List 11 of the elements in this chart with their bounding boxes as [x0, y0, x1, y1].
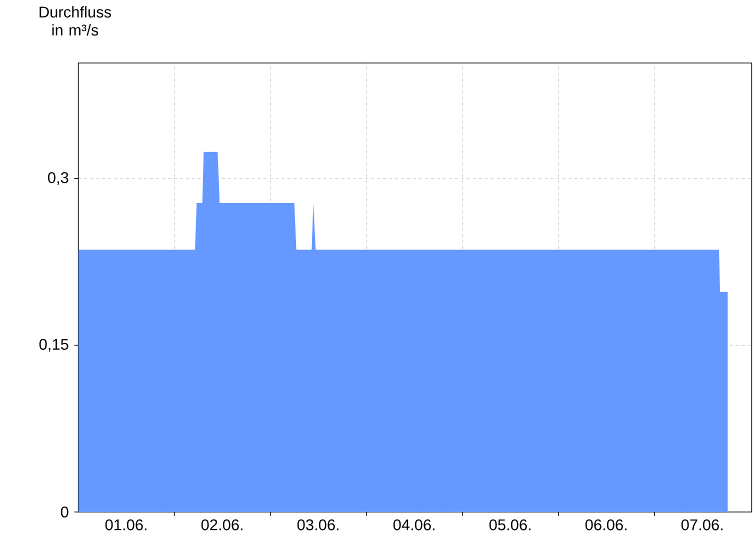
y-tick-label: 0,15 [39, 338, 68, 352]
x-tick-label: 04.06. [393, 519, 434, 530]
x-tick-label: 07.06. [681, 519, 722, 530]
x-tick-label: 05.06. [489, 519, 530, 530]
x-tick-label: 03.06. [297, 519, 338, 530]
y-tick-label: 0 [60, 506, 68, 518]
x-tick-label: 02.06. [201, 519, 242, 530]
y-tick-label: 0,3 [48, 172, 68, 185]
x-tick-label: 01.06. [105, 519, 146, 530]
y-axis-title: Durchfluss in m³/s [40, 6, 112, 36]
x-tick-label: 06.06. [585, 519, 626, 530]
